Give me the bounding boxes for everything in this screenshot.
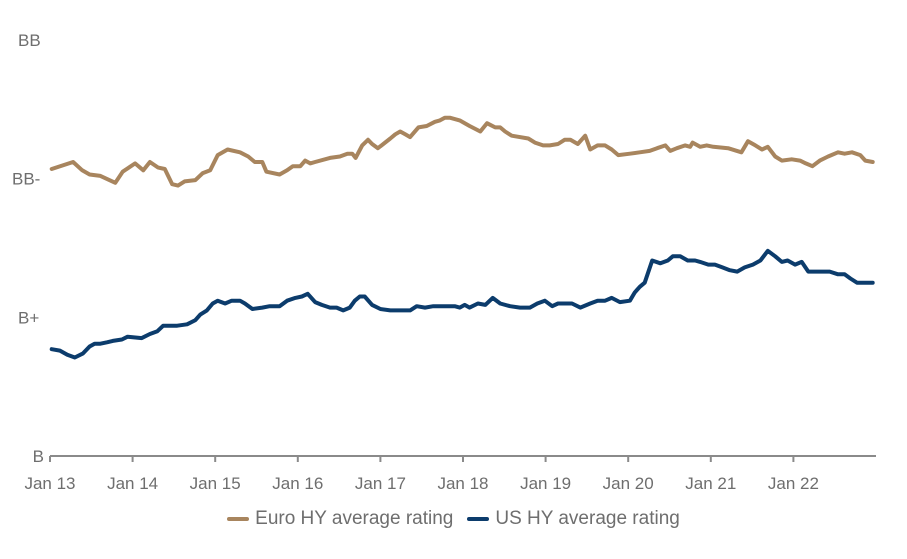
legend-label-euro: Euro HY average rating [255,508,454,529]
y-tick-label: B+ [18,308,39,327]
series-line-us-hy [49,248,875,360]
legend-label-us: US HY average rating [495,508,680,529]
legend: Euro HY average rating US HY average rat… [0,508,907,530]
x-tick-label: Jan 22 [768,474,819,493]
y-tick-label: B [33,447,44,466]
y-axis: B B+ BB- BB [12,31,44,466]
series-line-euro-hy [49,115,875,188]
x-tick-label: Jan 20 [603,474,654,493]
x-tick-label: Jan 15 [190,474,241,493]
legend-item-euro: Euro HY average rating [227,508,453,530]
y-tick-label: BB [18,31,41,50]
x-tick-label: Jan 19 [520,474,571,493]
x-axis: Jan 13 Jan 14 Jan 15 Jan 16 Jan 17 Jan 18 Jan … [24,455,876,493]
x-tick-label: Jan 14 [107,474,158,493]
x-tick-label: Jan 18 [437,474,488,493]
legend-item-us: US HY average rating [467,508,680,530]
legend-swatch-euro [227,517,250,521]
plot-area [49,115,875,360]
x-tick-label: Jan 17 [355,474,406,493]
legend-swatch-us [467,517,490,521]
x-tick-label: Jan 13 [24,474,75,493]
x-tick-label: Jan 21 [685,474,736,493]
y-tick-label: BB- [12,170,40,189]
x-tick-label: Jan 16 [272,474,323,493]
chart: BB+BB-BB Jan 13 Jan 14 Jan 15 Jan 16 Jan 17 J… [12,31,876,493]
